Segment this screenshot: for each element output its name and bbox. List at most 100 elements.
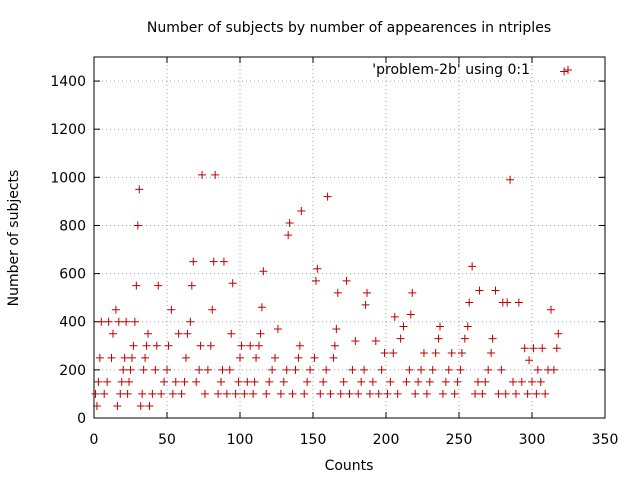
y-tick-label: 1400 — [50, 74, 86, 90]
data-point — [148, 389, 157, 398]
data-point — [389, 349, 398, 358]
data-point — [192, 377, 201, 386]
data-point — [145, 401, 154, 410]
data-point — [465, 298, 474, 307]
data-point — [541, 389, 550, 398]
y-tick-label: 400 — [59, 315, 86, 331]
data-point — [441, 377, 450, 386]
data-point — [434, 334, 443, 343]
data-point — [113, 401, 122, 410]
data-point — [209, 257, 218, 266]
data-point — [457, 349, 466, 358]
data-points — [91, 67, 569, 410]
data-point — [517, 377, 526, 386]
data-point — [125, 377, 134, 386]
data-point — [390, 312, 399, 321]
data-point — [273, 324, 282, 333]
data-point — [122, 317, 131, 326]
data-point — [91, 389, 100, 398]
data-point — [494, 389, 503, 398]
data-point — [447, 349, 456, 358]
data-point — [468, 262, 477, 271]
data-point — [200, 389, 209, 398]
data-point — [211, 170, 220, 179]
data-point — [475, 286, 484, 295]
y-tick-label: 0 — [77, 411, 86, 427]
data-point — [206, 341, 215, 350]
data-point — [234, 377, 243, 386]
data-point — [141, 353, 150, 362]
data-point — [97, 317, 106, 326]
data-point — [92, 401, 101, 410]
data-point — [525, 356, 534, 365]
data-point — [254, 341, 263, 350]
x-tick-label: 300 — [519, 432, 546, 448]
data-point — [428, 365, 437, 374]
data-point — [127, 353, 136, 362]
data-point — [333, 288, 342, 297]
data-point — [138, 389, 147, 398]
x-tick-label: 250 — [446, 432, 473, 448]
data-point — [196, 341, 205, 350]
data-point — [484, 365, 493, 374]
data-point — [104, 317, 113, 326]
data-point — [282, 365, 291, 374]
data-point — [319, 377, 328, 386]
data-point — [252, 353, 261, 362]
data-point — [228, 279, 237, 288]
data-point — [243, 377, 252, 386]
data-point — [208, 305, 217, 314]
data-point — [256, 329, 265, 338]
data-point — [533, 365, 542, 374]
data-point — [511, 389, 520, 398]
y-tick-label: 200 — [59, 363, 86, 379]
data-point — [189, 257, 198, 266]
data-point — [217, 377, 226, 386]
data-point — [316, 389, 325, 398]
grid-lines — [94, 57, 605, 418]
data-point — [456, 365, 465, 374]
data-point — [167, 305, 176, 314]
data-point — [501, 389, 510, 398]
data-point — [396, 334, 405, 343]
data-point — [322, 365, 331, 374]
data-point — [157, 389, 166, 398]
data-point — [431, 349, 440, 358]
data-point — [231, 389, 240, 398]
data-point — [360, 365, 369, 374]
data-point — [560, 67, 569, 76]
legend-marker-symbol — [564, 66, 572, 74]
y-axis-label: Number of subjects — [6, 170, 22, 307]
data-point — [380, 349, 389, 358]
data-point — [538, 344, 547, 353]
data-point — [227, 329, 236, 338]
data-point — [471, 389, 480, 398]
data-point — [363, 288, 372, 297]
data-point — [383, 389, 392, 398]
data-point — [438, 389, 447, 398]
legend: 'problem-2b' using 0:1 — [372, 62, 572, 78]
data-point — [450, 389, 459, 398]
data-point — [399, 322, 408, 331]
data-point — [532, 389, 541, 398]
data-point — [425, 377, 434, 386]
data-point — [174, 329, 183, 338]
data-point — [405, 365, 414, 374]
data-point — [487, 349, 496, 358]
x-tick-label: 50 — [158, 432, 176, 448]
data-point — [478, 389, 487, 398]
data-point — [195, 365, 204, 374]
data-point — [386, 377, 395, 386]
data-point — [351, 336, 360, 345]
data-point — [310, 353, 319, 362]
data-point — [406, 310, 415, 319]
data-point — [262, 389, 271, 398]
data-point — [284, 231, 293, 240]
data-point — [132, 281, 141, 290]
data-point — [393, 389, 402, 398]
data-point — [509, 377, 518, 386]
data-point — [357, 377, 366, 386]
legend-label: 'problem-2b' using 0:1 — [372, 62, 530, 78]
data-point — [365, 389, 374, 398]
